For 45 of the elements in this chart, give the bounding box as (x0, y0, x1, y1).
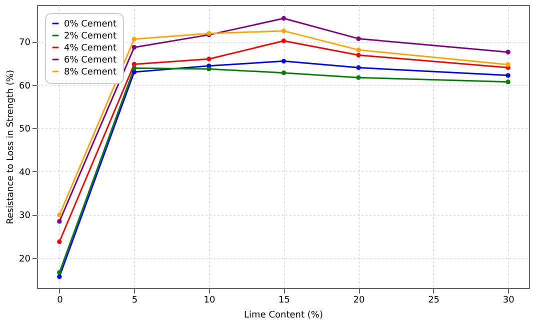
y-tick-label: 30 (19, 211, 31, 222)
point (57, 239, 62, 244)
point (57, 270, 62, 275)
point (57, 212, 62, 218)
point (132, 45, 137, 50)
x-tick-label: 5 (132, 296, 138, 306)
x-tick-label: 0 (57, 296, 64, 306)
y-tick-label: 50 (19, 124, 31, 135)
point (206, 56, 212, 62)
point (281, 70, 286, 76)
point (132, 62, 137, 67)
point (281, 38, 286, 44)
legend-label: 0% Cement (64, 20, 117, 30)
point (356, 65, 361, 70)
point (356, 75, 361, 80)
point (506, 80, 510, 84)
y-tick-label: 40 (19, 168, 31, 178)
x-tick-label: 25 (428, 296, 440, 306)
x-tick-label: 10 (204, 296, 216, 306)
point (281, 16, 286, 21)
point (356, 36, 361, 42)
point (132, 70, 137, 74)
y-tick-label: 60 (19, 81, 31, 92)
point (506, 73, 510, 78)
point (506, 62, 510, 67)
legend-label: 6% Cement (64, 56, 117, 66)
legend-label: 4% Cement (64, 44, 117, 54)
x-tick-label: 20 (353, 296, 366, 306)
point (57, 274, 62, 280)
point (356, 52, 361, 58)
y-tick-label: 20 (19, 254, 31, 264)
point (132, 36, 137, 42)
point (57, 219, 62, 224)
point (506, 50, 510, 54)
legend-label: 8% Cement (64, 68, 117, 78)
point (356, 48, 361, 52)
y-tick-label: 70 (19, 38, 31, 48)
point (206, 66, 212, 72)
x-tick-label: 30 (502, 296, 515, 306)
x-tick-label: 15 (278, 296, 290, 306)
y-axis-title: Resistance to Loss in Strength (%) (6, 70, 16, 224)
point (281, 58, 286, 64)
x-axis-title: Lime Content (%) (244, 310, 323, 320)
legend-label: 2% Cement (64, 32, 117, 42)
point (281, 28, 286, 34)
